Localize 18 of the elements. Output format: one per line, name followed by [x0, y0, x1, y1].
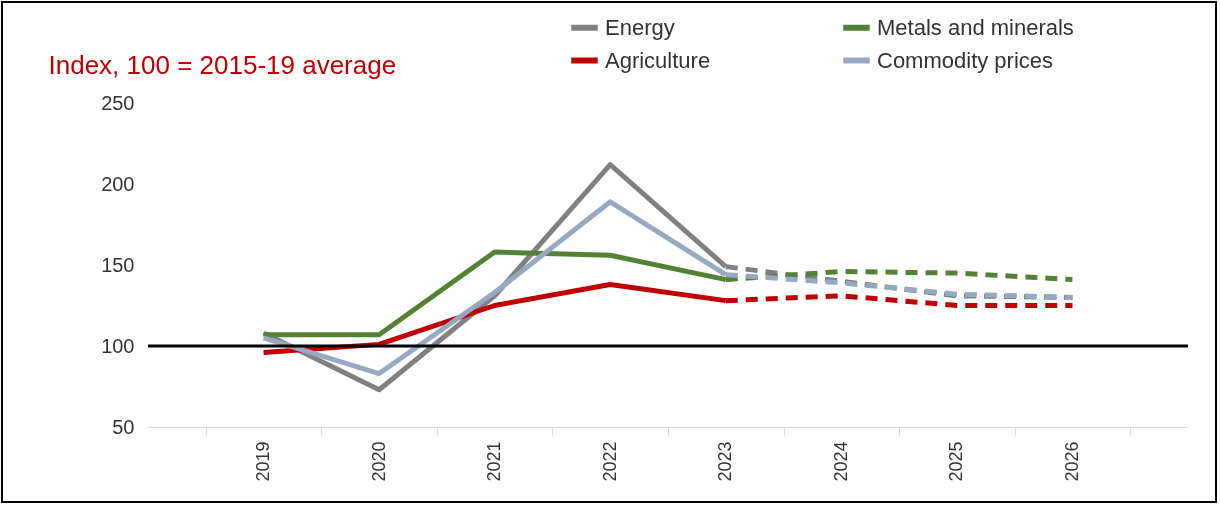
- y-tick-label: 200: [101, 172, 135, 195]
- y-tick-label: 50: [112, 415, 135, 438]
- y-tick-label: 100: [101, 334, 135, 357]
- legend-label: Commodity prices: [877, 47, 1054, 73]
- legend-label: Energy: [605, 14, 675, 40]
- x-tick-label: 2021: [484, 441, 505, 482]
- legend-label: Agriculture: [605, 47, 711, 73]
- x-tick-label: 2020: [368, 441, 389, 482]
- x-tick-label: 2026: [1061, 441, 1082, 482]
- x-tick-label: 2019: [253, 441, 274, 482]
- x-tick-label: 2025: [946, 441, 967, 482]
- y-tick-label: 250: [101, 91, 135, 114]
- y-tick-label: 150: [101, 253, 135, 276]
- y-axis-title: Index, 100 = 2015-19 average: [48, 49, 397, 80]
- x-tick-label: 2024: [830, 441, 851, 482]
- x-tick-label: 2022: [599, 441, 620, 482]
- x-tick-label: 2023: [715, 441, 736, 482]
- legend-label: Metals and minerals: [877, 14, 1074, 40]
